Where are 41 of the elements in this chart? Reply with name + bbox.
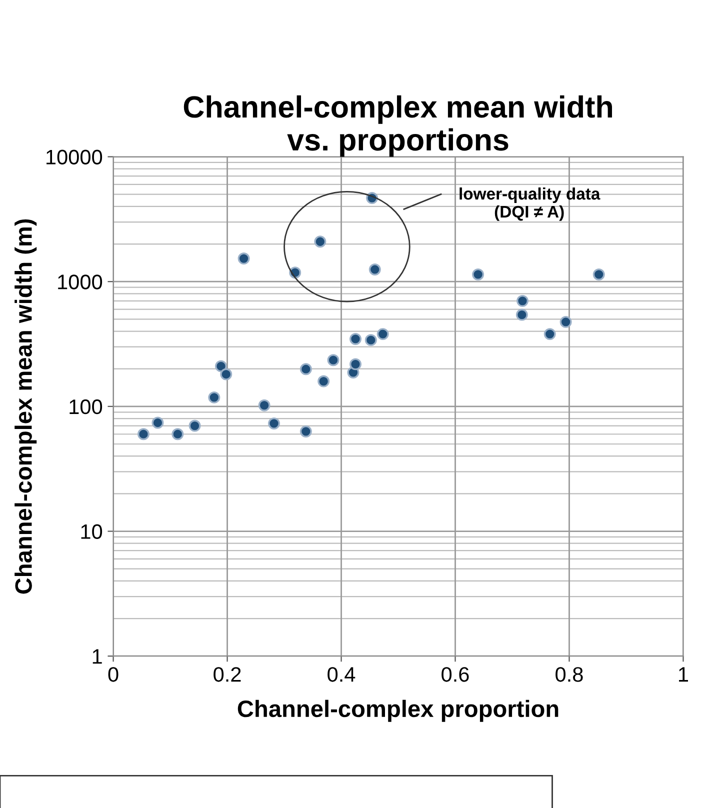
x-tick-label: 0.2 — [214, 667, 241, 682]
x-tick-label: 0.6 — [442, 667, 469, 682]
point — [220, 368, 232, 380]
point — [268, 418, 280, 430]
point — [258, 399, 270, 412]
point — [238, 252, 250, 265]
point — [368, 264, 381, 276]
annotation: lower-quality data (DQI ≠ A) — [460, 187, 600, 221]
point — [350, 358, 362, 370]
x-tick-label: 0 — [108, 667, 118, 682]
x-tick-label: 0.4 — [328, 667, 356, 682]
y-tick-label: 10000 — [46, 150, 102, 165]
x-axis-title: Channel-complex proportion — [238, 700, 558, 722]
point — [364, 334, 377, 346]
point — [560, 316, 572, 328]
x-tick-label: 0.8 — [556, 667, 583, 682]
point — [215, 360, 227, 372]
point — [152, 416, 164, 429]
chart-title: Channel-complex mean width vs. proportions — [184, 95, 612, 157]
point — [516, 294, 528, 307]
point — [516, 308, 528, 321]
x-tick-label: 1 — [679, 667, 688, 682]
point — [350, 332, 362, 345]
point — [318, 375, 330, 388]
point — [138, 428, 150, 440]
point — [300, 363, 312, 376]
y-axis-title: Channel-complex mean width (m) — [14, 219, 37, 594]
y-tick-label: 100 — [70, 399, 102, 414]
point — [327, 354, 340, 366]
y-tick-label: 1000 — [58, 274, 102, 290]
point — [172, 428, 184, 440]
point — [208, 391, 220, 404]
y-tick-label: 1 — [92, 649, 102, 664]
point — [544, 328, 556, 340]
point — [376, 328, 389, 340]
point — [472, 268, 484, 280]
point — [314, 236, 326, 248]
point — [592, 268, 605, 280]
point — [188, 420, 201, 432]
y-tick-label: 10 — [81, 524, 102, 540]
point — [300, 425, 312, 438]
